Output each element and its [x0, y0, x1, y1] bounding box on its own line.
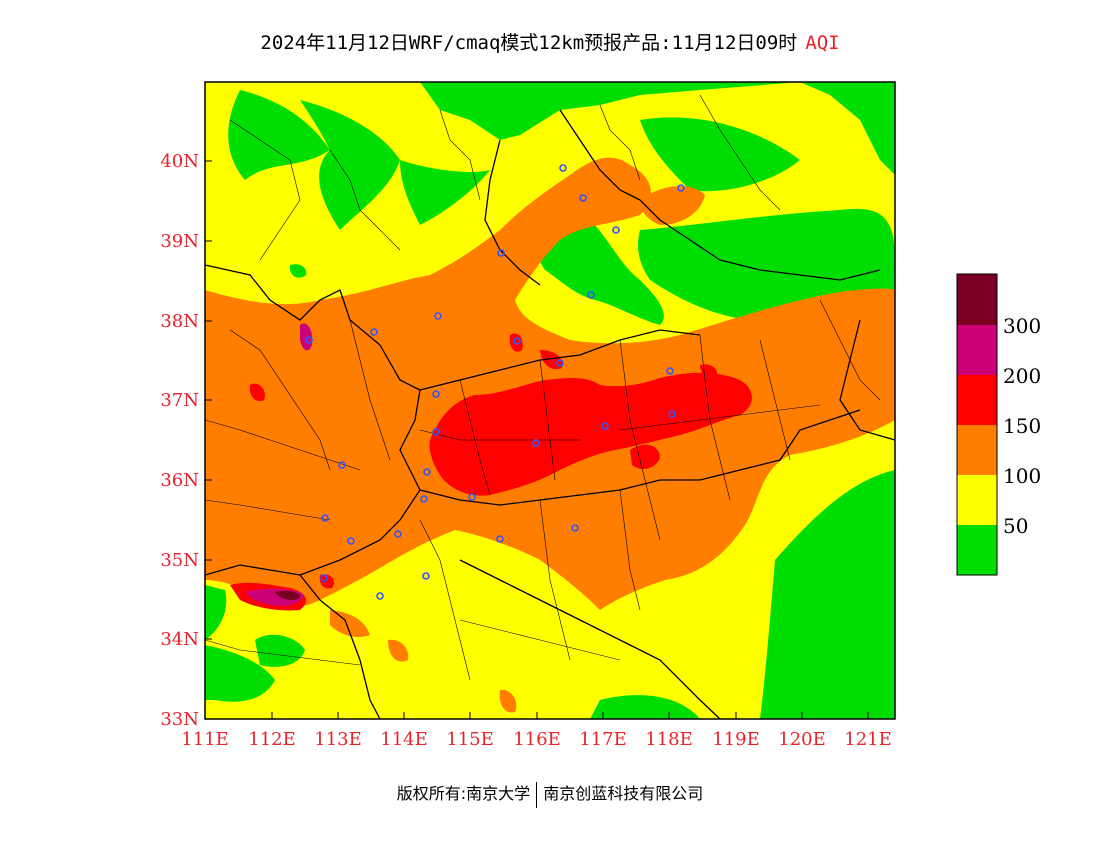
- legend-frame: [956, 273, 998, 576]
- lat-label-35n: 35N: [160, 550, 199, 571]
- copyright-company: 南京创蓝科技有限公司: [543, 784, 704, 803]
- lat-label-36n: 36N: [160, 470, 199, 491]
- legend-label-200: 200: [1003, 364, 1041, 388]
- legend-label-100: 100: [1003, 464, 1041, 488]
- lon-label-118e: 118E: [645, 729, 693, 750]
- hazardous-regions: [275, 590, 301, 600]
- legend-label-150: 150: [1003, 414, 1041, 438]
- axis-ticks: [204, 160, 869, 720]
- lat-label-37n: 37N: [160, 390, 199, 411]
- lon-label-119e: 119E: [712, 729, 760, 750]
- legend-swatch-very-unhealthy: [957, 325, 997, 375]
- lon-label-120e: 120E: [778, 729, 826, 750]
- aqi-field: [205, 82, 895, 719]
- county-boundaries: [205, 94, 881, 681]
- legend-label-300: 300: [1003, 314, 1041, 338]
- title-main: 2024年11月12日WRF/cmaq模式12km预报产品:11月12日09时: [260, 32, 798, 54]
- lat-label-39n: 39N: [160, 231, 199, 252]
- lat-label-38n: 38N: [160, 311, 199, 332]
- legend-swatch-unhealthy: [957, 375, 997, 425]
- legend-swatch-good: [957, 525, 997, 575]
- lat-label-33n: 33N: [160, 709, 199, 730]
- aqi-legend: 300 200 150 100 50: [956, 273, 1041, 576]
- lon-label-114e: 114E: [380, 729, 428, 750]
- copyright-footer: 版权所有:南京大学 南京创蓝科技有限公司: [0, 780, 1100, 808]
- legend-swatch-hazardous: [957, 274, 997, 325]
- copyright-owner: 版权所有:南京大学: [396, 784, 531, 803]
- city-markers: [305, 164, 685, 600]
- legend-label-50: 50: [1003, 514, 1028, 538]
- lon-label-116e: 116E: [513, 729, 561, 750]
- latitude-labels: 40N 39N 38N 37N 36N 35N 34N 33N: [160, 151, 199, 730]
- lon-label-113e: 113E: [314, 729, 362, 750]
- legend-swatch-moderate: [957, 475, 997, 525]
- lon-label-121e: 121E: [844, 729, 892, 750]
- lat-label-34n: 34N: [160, 629, 199, 650]
- lat-label-40n: 40N: [160, 151, 199, 172]
- province-boundaries: [205, 109, 895, 719]
- title-product: AQI: [805, 32, 840, 54]
- map-title: 2024年11月12日WRF/cmaq模式12km预报产品:11月12日09时 A…: [0, 28, 1100, 55]
- longitude-labels: 111E 112E 113E 114E 115E 116E 117E 118E …: [181, 729, 892, 750]
- footer-divider: [536, 781, 538, 808]
- lon-label-117e: 117E: [579, 729, 627, 750]
- lon-label-115e: 115E: [446, 729, 494, 750]
- legend-swatch-usg: [957, 425, 997, 475]
- lon-label-112e: 112E: [248, 729, 296, 750]
- lon-label-111e: 111E: [181, 729, 229, 750]
